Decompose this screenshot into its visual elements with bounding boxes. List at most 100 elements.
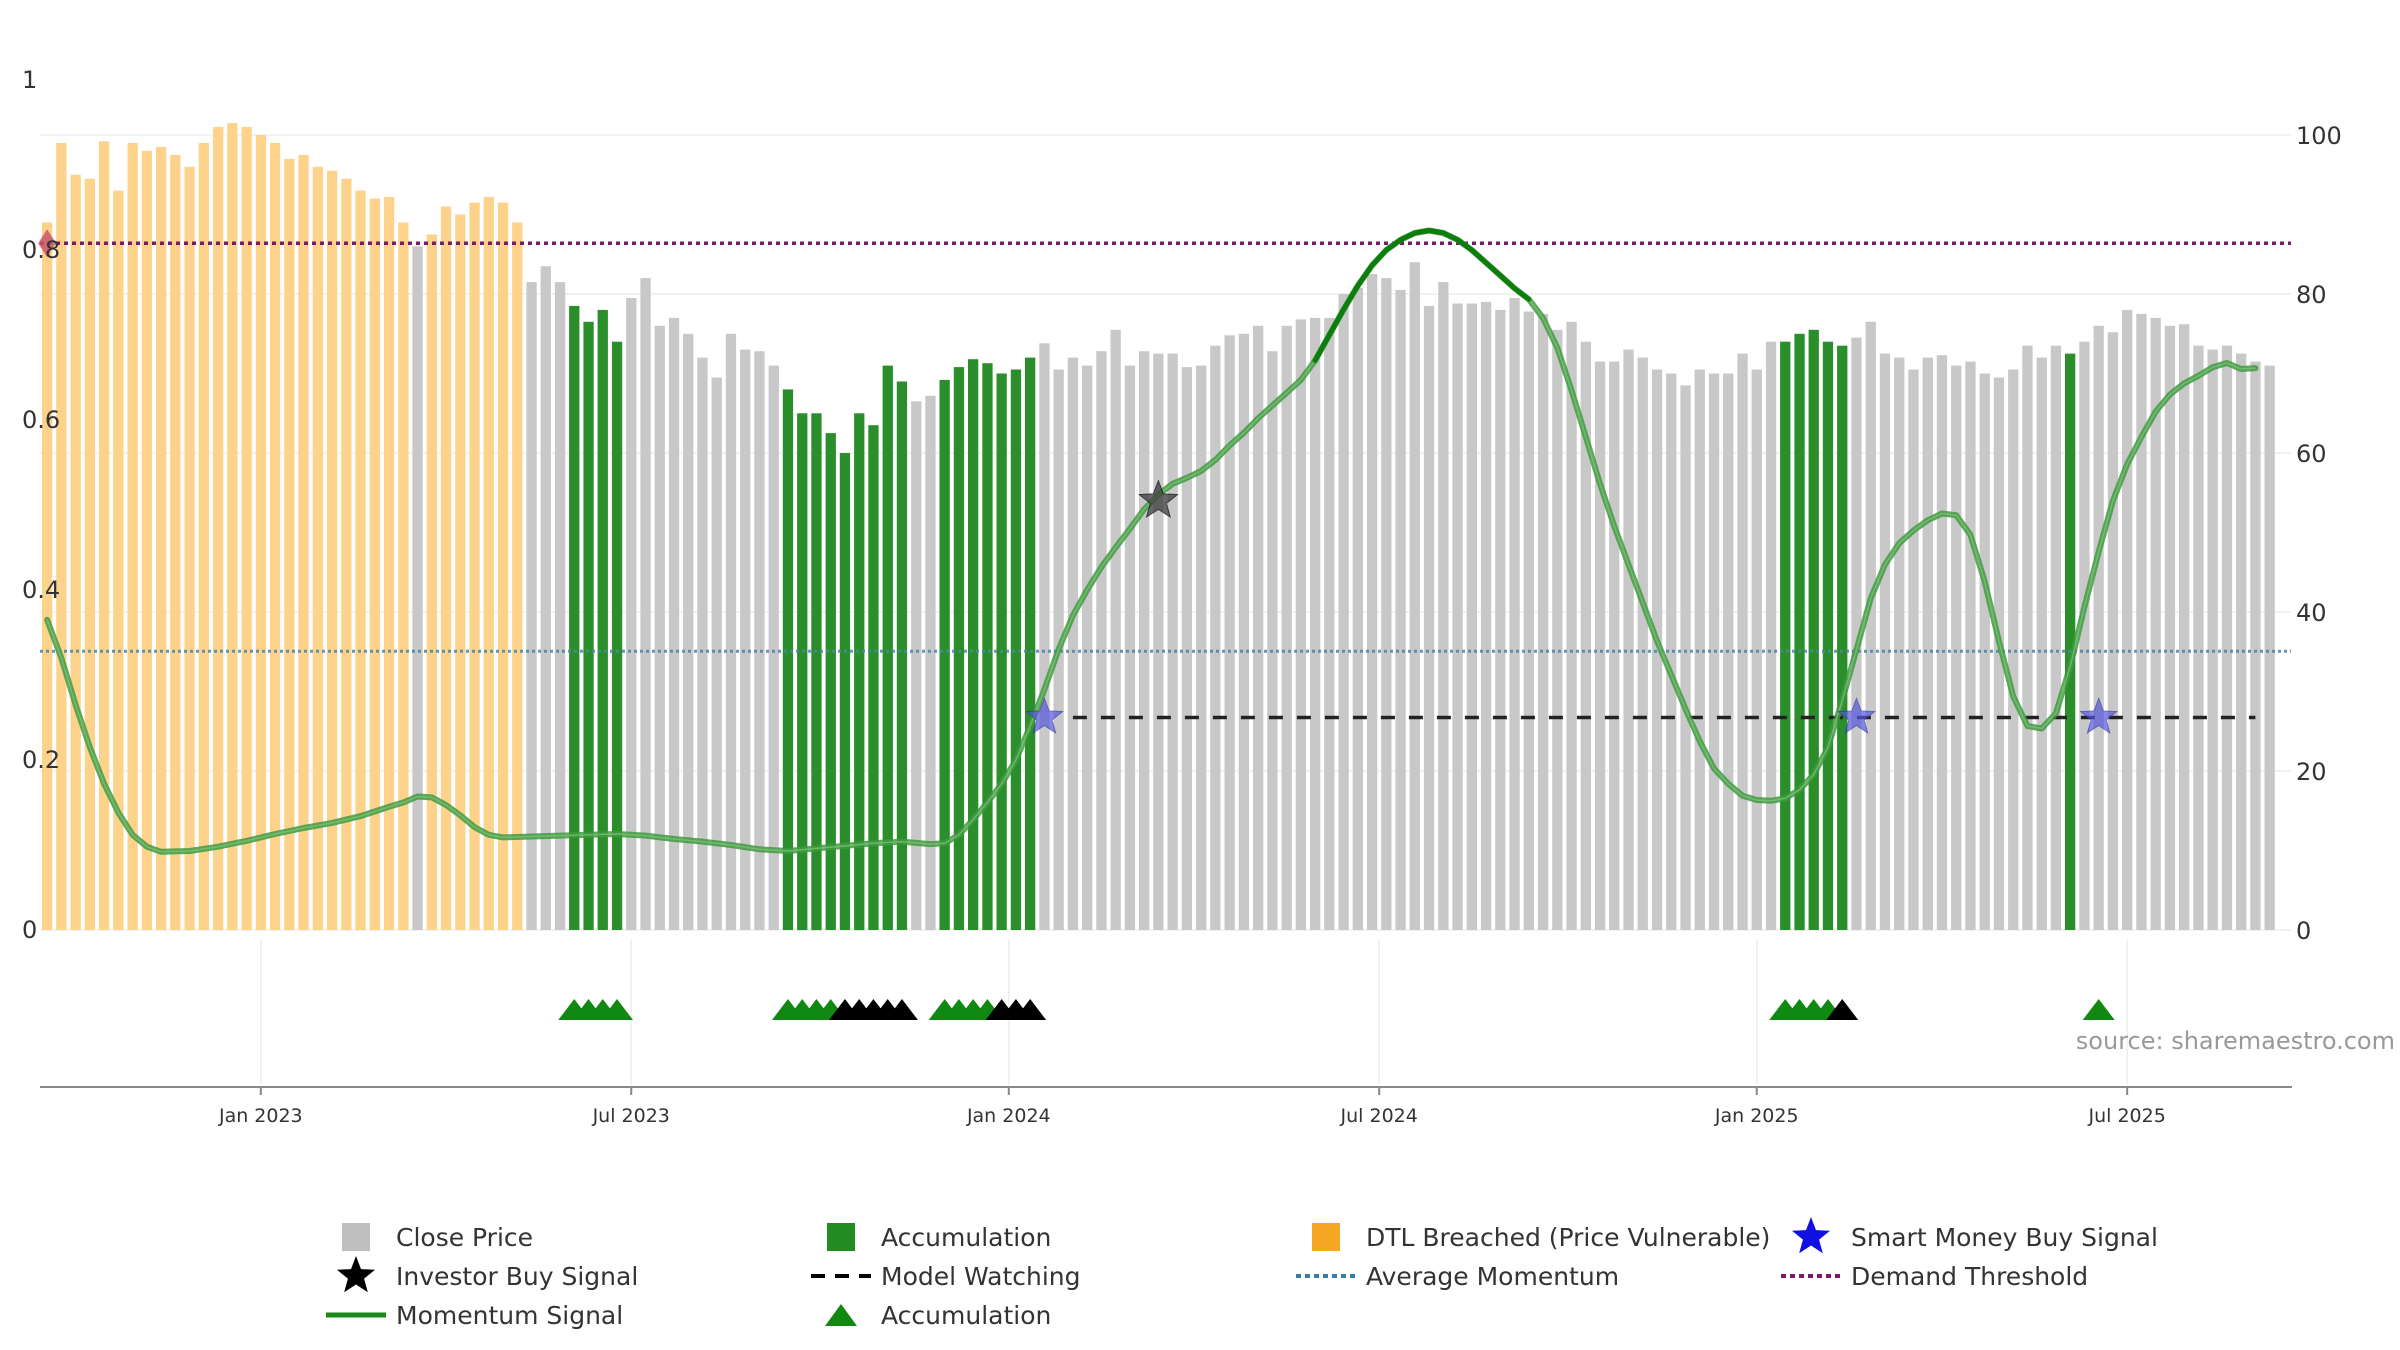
close-price-bar bbox=[2008, 369, 2019, 930]
accumulation-bar bbox=[569, 305, 580, 930]
accumulation-bar bbox=[896, 381, 908, 930]
right-axis-tick: 100 bbox=[2296, 122, 2342, 150]
legend-label: Demand Threshold bbox=[1851, 1262, 2088, 1291]
dtl-breached-bar bbox=[298, 154, 309, 930]
close-price-bar bbox=[668, 317, 680, 930]
accumulation-bar bbox=[1822, 341, 1834, 930]
legend-label: Smart Money Buy Signal bbox=[1851, 1223, 2158, 1252]
close-price-bar bbox=[1480, 301, 1492, 930]
close-price-bar bbox=[1865, 321, 1876, 930]
close-price-bar bbox=[1367, 274, 1378, 931]
close-price-bar bbox=[2107, 332, 2119, 930]
accumulation-bar bbox=[868, 425, 879, 930]
legend-swatch bbox=[342, 1223, 370, 1251]
legend-item: Demand Threshold bbox=[1781, 1262, 2088, 1291]
close-price-bar bbox=[725, 333, 737, 931]
accumulation-bar bbox=[1794, 333, 1805, 931]
close-price-bar bbox=[1495, 309, 1506, 930]
close-price-bar bbox=[1295, 319, 1306, 930]
close-price-bar bbox=[1922, 357, 1933, 931]
dtl-breached-bar bbox=[42, 222, 53, 930]
dtl-breached-bar bbox=[326, 170, 338, 931]
close-price-bar bbox=[1566, 321, 1577, 930]
close-price-bar bbox=[2150, 317, 2161, 930]
accumulation-bar bbox=[2065, 353, 2076, 931]
legend-label: Accumulation bbox=[881, 1301, 1051, 1330]
accumulation-bar bbox=[1837, 345, 1848, 930]
accumulation-bar bbox=[854, 413, 865, 931]
close-price-bar bbox=[640, 278, 651, 931]
smart-money-star-icon bbox=[1792, 1217, 1830, 1254]
accumulation-bar bbox=[611, 341, 623, 930]
dtl-breached-bar bbox=[312, 166, 323, 931]
smart-money-buy-star bbox=[2079, 697, 2119, 735]
right-axis-tick: 0 bbox=[2296, 917, 2311, 945]
close-price-bar bbox=[1523, 311, 1534, 930]
dtl-breach-marker bbox=[38, 229, 57, 258]
accumulation-bar bbox=[782, 389, 794, 930]
smart-money-buy-star bbox=[1837, 697, 1876, 735]
close-price-bar bbox=[2136, 313, 2147, 930]
right-axis-tick: 60 bbox=[2296, 440, 2327, 468]
dtl-breached-bar bbox=[213, 127, 224, 930]
left-axis-tick: 0.6 bbox=[22, 406, 60, 434]
accumulation-bar bbox=[1010, 369, 1022, 930]
close-price-bar bbox=[911, 401, 922, 930]
x-axis-tick-label: Jul 2024 bbox=[1340, 1105, 1418, 1127]
legend-item: Accumulation bbox=[825, 1301, 1051, 1330]
close-price-bar bbox=[2221, 345, 2233, 930]
close-price-bar bbox=[1167, 353, 1178, 931]
accumulation-triangle bbox=[2082, 999, 2115, 1020]
legend-item: Model Watching bbox=[811, 1262, 1081, 1291]
dtl-breached-bar bbox=[426, 234, 437, 930]
left-axis-tick: 1 bbox=[22, 66, 37, 94]
accumulation-bar bbox=[939, 379, 950, 930]
close-price-bar bbox=[1310, 317, 1321, 930]
close-price-bar bbox=[1694, 369, 1705, 930]
signal-lines bbox=[40, 227, 2291, 855]
close-price-bar bbox=[2022, 345, 2033, 930]
model-watching-triangle bbox=[885, 999, 918, 1020]
close-price-bar bbox=[1951, 365, 1962, 931]
left-axis-tick: 0 bbox=[22, 916, 37, 944]
legend-label: Accumulation bbox=[881, 1223, 1051, 1252]
close-price-bar bbox=[1082, 365, 1093, 931]
close-price-bar bbox=[1196, 365, 1207, 931]
model-watching-triangle bbox=[1826, 999, 1859, 1020]
close-price-bar bbox=[1965, 361, 1976, 931]
dtl-breached-bar bbox=[184, 166, 195, 931]
close-price-bar bbox=[1993, 377, 2005, 930]
close-price-bar bbox=[2122, 309, 2133, 930]
legend-label: Close Price bbox=[396, 1223, 533, 1252]
close-price-bar bbox=[683, 333, 694, 931]
close-price-bar bbox=[654, 325, 665, 930]
investor-star-icon bbox=[337, 1256, 375, 1293]
close-price-bar bbox=[1623, 349, 1634, 931]
left-axis-tick: 0.4 bbox=[22, 576, 60, 604]
close-price-bar bbox=[1352, 287, 1363, 931]
dtl-breached-bar bbox=[355, 190, 366, 931]
accumulation-bar bbox=[1808, 329, 1819, 930]
close-price-bar bbox=[1338, 294, 1349, 930]
legend-swatch bbox=[827, 1223, 855, 1251]
close-price-bar bbox=[412, 246, 423, 931]
legend-item: Smart Money Buy Signal bbox=[1792, 1217, 2158, 1254]
x-axis-tick-label: Jan 2023 bbox=[218, 1105, 303, 1127]
accumulation-triangle bbox=[600, 999, 633, 1020]
dtl-breached-bar bbox=[284, 158, 295, 930]
close-price-bar bbox=[1267, 351, 1278, 930]
accumulation-bar bbox=[882, 365, 893, 931]
close-price-bar bbox=[1851, 337, 1862, 930]
close-price-bar bbox=[2236, 353, 2247, 931]
dtl-breached-bar bbox=[241, 127, 252, 930]
right-axis-tick: 20 bbox=[2296, 758, 2327, 786]
legend: Close Price Accumulation DTL Breached (Pri… bbox=[326, 1217, 2158, 1330]
accumulation-bar bbox=[1780, 341, 1791, 930]
x-axis-tick-label: Jul 2023 bbox=[592, 1105, 670, 1127]
model-watching-triangle bbox=[1014, 999, 1047, 1020]
close-price-bar bbox=[1894, 357, 1905, 931]
dtl-breached-bar bbox=[84, 178, 95, 930]
close-price-bar bbox=[2164, 325, 2176, 930]
close-price-bar bbox=[697, 357, 708, 931]
close-price-bar bbox=[2264, 365, 2275, 931]
